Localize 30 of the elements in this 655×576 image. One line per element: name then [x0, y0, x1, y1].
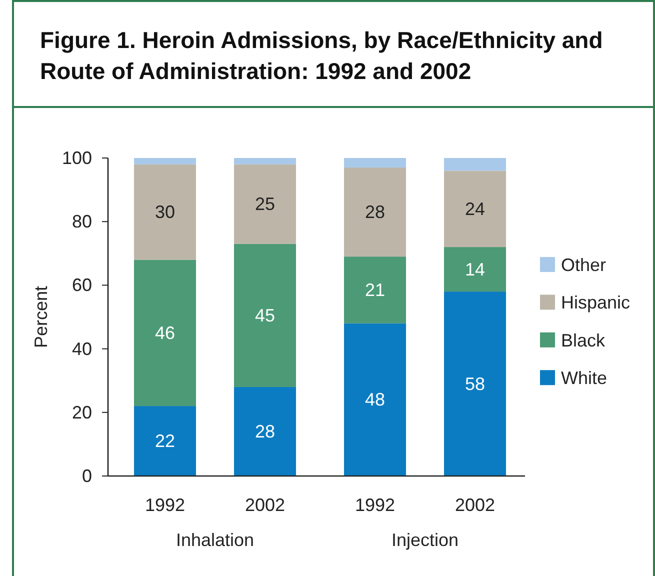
y-tick-label: 0	[82, 466, 92, 486]
x-tick-label: 2002	[244, 495, 286, 515]
y-tick-label: 80	[72, 212, 92, 232]
x-tick-label: 1992	[354, 495, 396, 515]
legend-label: Other	[561, 255, 606, 275]
y-tick-label: 100	[62, 148, 92, 168]
legend-label: Hispanic	[561, 292, 630, 313]
data-label: 46	[154, 322, 176, 343]
data-label: 48	[364, 390, 386, 410]
data-label: 28	[364, 202, 386, 222]
data-label: 22	[154, 431, 176, 452]
data-label: 45	[254, 305, 276, 326]
text: Injection	[391, 530, 459, 550]
x-tick-label: 2002	[454, 495, 496, 515]
x-tick-label: 1992	[144, 495, 186, 515]
legend-label: White	[561, 368, 608, 388]
chart-title: Figure 1. Heroin Admissions, by Race/Ethnicity and Route of Administration: 1992 and 2002	[40, 27, 603, 84]
text: Inhalation	[176, 530, 254, 550]
data-label: 25	[254, 194, 276, 214]
data-label: 21	[364, 280, 386, 300]
y-tick-label: 40	[72, 338, 92, 359]
legend-label: Black	[561, 330, 606, 350]
y-axis-title: Percent	[31, 286, 51, 348]
data-label: 58	[464, 374, 486, 394]
data-label: 14	[464, 259, 486, 280]
data-label: 28	[254, 421, 276, 442]
data-label: 24	[464, 198, 486, 219]
data-label: 30	[154, 202, 176, 222]
y-tick-label: 60	[72, 275, 92, 296]
y-tick-label: 20	[72, 402, 92, 422]
